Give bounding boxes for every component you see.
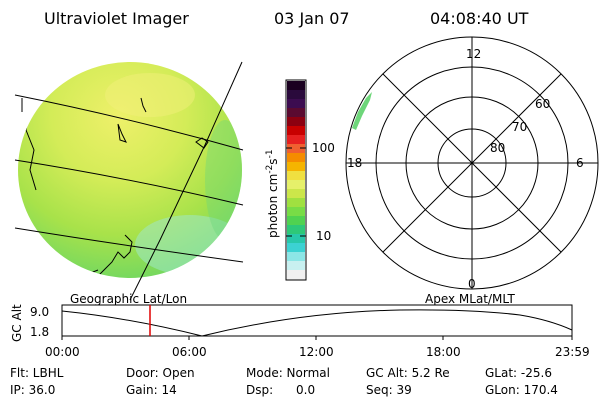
colorbar-segment [287, 162, 305, 172]
lat-line-3 [14, 227, 244, 263]
colorbar-segment [287, 243, 305, 253]
info-dsp: Dsp: 0.0 [246, 383, 316, 397]
colorbar-segment [287, 261, 305, 271]
colorbar [285, 79, 307, 281]
colorbar-segment [287, 198, 305, 208]
info-ip: IP: 36.0 [10, 383, 56, 397]
lat-line-2 [14, 159, 244, 206]
colorbar-segment [287, 126, 305, 136]
info-mode: Mode: Normal [246, 366, 330, 380]
polar-label-lat-60: 60 [535, 97, 551, 111]
polar-label-mlt-12: 12 [466, 47, 482, 61]
info-glon: GLon: 170.4 [485, 383, 558, 397]
instrument-title: Ultraviolet Imager [44, 9, 189, 28]
polar-label-lat-70: 70 [512, 120, 528, 134]
colorbar-segment [287, 117, 305, 127]
altitude-xtick: 18:00 [426, 345, 461, 359]
colorbar-tick-label-100: 100 [312, 141, 335, 155]
lon-line-1 [129, 61, 243, 301]
altitude-xtick: 06:00 [172, 345, 207, 359]
colorbar-segment [287, 135, 305, 145]
altitude-xtick: 00:00 [45, 345, 80, 359]
info-seq: Seq: 39 [366, 383, 412, 397]
colorbar-segment [287, 189, 305, 199]
colorbar-segment [287, 216, 305, 226]
time-label: 04:08:40 UT [430, 9, 529, 28]
colorbar-segment [287, 180, 305, 190]
colorbar-unit-label: photon cm-2s-1 [265, 149, 280, 238]
colorbar-segment [287, 81, 305, 91]
colorbar-tick-label-10: 10 [316, 229, 332, 243]
colorbar-frame [285, 79, 307, 281]
altitude-plot-frame [61, 304, 573, 337]
altitude-ylabel: GC Alt [10, 304, 24, 342]
colorbar-segment [287, 207, 305, 217]
colorbar-segment [287, 90, 305, 100]
colorbar-segment [287, 234, 305, 244]
altitude-xtick: 23:59 [555, 345, 590, 359]
coastline-new-zealand [95, 234, 133, 278]
coastline-island [117, 123, 127, 143]
polar-mlt-plot [345, 36, 599, 290]
colorbar-segment [287, 252, 305, 262]
colorbar-segment [287, 225, 305, 235]
info-door: Door: Open [126, 366, 195, 380]
apex-subtitle: Apex MLat/MLT [425, 292, 515, 306]
uv-image-panel [14, 61, 244, 301]
altitude-ytick-top: 9.0 [30, 305, 50, 319]
date-label: 03 Jan 07 [274, 9, 350, 28]
altitude-curve [61, 309, 573, 337]
polar-label-mlt-0: 0 [468, 277, 476, 291]
polar-label-mlt-18: 18 [347, 156, 363, 170]
colorbar-segment [287, 144, 305, 154]
colorbar-segment [287, 270, 305, 280]
altitude-xtick: 12:00 [299, 345, 334, 359]
polar-label-lat-80: 80 [490, 141, 506, 155]
colorbar-segment [287, 171, 305, 181]
geographic-subtitle: Geographic Lat/Lon [70, 292, 188, 306]
colorbar-segment [287, 108, 305, 118]
altitude-ytick-bottom: 1.8 [30, 325, 50, 339]
info-filter: Flt: LBHL [10, 366, 64, 380]
polar-label-mlt-6: 6 [576, 156, 584, 170]
lat-line-1 [14, 94, 244, 151]
info-gc-alt: GC Alt: 5.2 Re [366, 366, 450, 380]
info-glat: GLat: -25.6 [485, 366, 552, 380]
colorbar-segment [287, 153, 305, 163]
altitude-plot [61, 304, 573, 340]
polar-diagonal-2 [382, 73, 562, 253]
info-gain: Gain: 14 [126, 383, 177, 397]
colorbar-segment [287, 99, 305, 109]
polar-aurora-fragment [352, 92, 372, 130]
